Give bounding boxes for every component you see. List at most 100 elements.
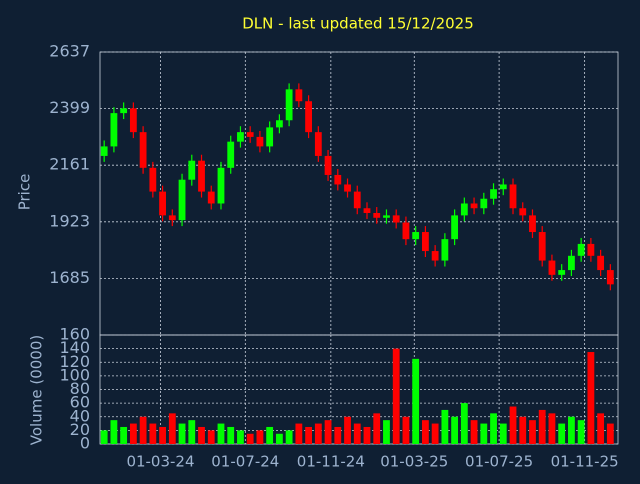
candle-body <box>421 232 429 252</box>
volume-bar <box>470 420 478 444</box>
volume-bar <box>392 348 400 444</box>
candle-body <box>120 108 128 114</box>
candle-body <box>597 255 605 271</box>
candle-body <box>334 174 342 185</box>
volume-bar <box>246 433 254 444</box>
candle-body <box>129 108 137 133</box>
candle-body <box>490 189 497 199</box>
volume-bar <box>480 423 488 444</box>
chart-title: DLN - last updated 15/12/2025 <box>242 15 474 33</box>
y-tick-label: 20 <box>70 420 90 439</box>
candle-body <box>499 184 507 190</box>
candle-body <box>412 232 420 240</box>
candle-body <box>198 160 205 192</box>
candle-body <box>577 243 585 256</box>
candle-body <box>178 179 186 221</box>
volume-bar <box>207 430 215 444</box>
y-tick-label: 40 <box>70 406 90 425</box>
volume-bar <box>324 420 332 444</box>
volume-bar <box>421 420 429 444</box>
candle-body <box>568 255 575 271</box>
candle-body <box>266 127 274 147</box>
candle-body <box>373 213 381 218</box>
volume-bar <box>529 420 536 444</box>
y-tick-label: 100 <box>59 365 90 384</box>
candle-body <box>519 208 527 216</box>
candle-body <box>587 243 595 256</box>
volume-bar <box>460 403 468 444</box>
volume-bar <box>577 420 585 444</box>
volume-bar <box>139 416 147 444</box>
candle-body <box>227 141 235 168</box>
candle-body <box>383 215 390 218</box>
x-tick-label: 01-03-25 <box>380 453 448 471</box>
candle-body <box>558 270 566 275</box>
volume-bar <box>568 416 575 444</box>
candle-body <box>168 215 176 221</box>
candle-body <box>441 239 449 261</box>
volume-bar <box>558 423 566 444</box>
volume-bar <box>451 416 459 444</box>
candle-body <box>363 208 371 214</box>
volume-bar <box>363 426 371 444</box>
volume-bar <box>295 423 303 444</box>
candle-body <box>256 136 264 147</box>
candle-body <box>451 215 459 240</box>
volume-bar <box>402 416 410 444</box>
volume-bar <box>314 423 322 444</box>
volume-bar <box>499 423 507 444</box>
volume-bar <box>490 413 497 444</box>
x-tick-label: 01-07-25 <box>465 453 533 471</box>
volume-bar <box>178 423 186 444</box>
volume-bar <box>606 423 614 444</box>
y-tick-label: 2637 <box>49 42 90 61</box>
volume-bar <box>237 430 244 444</box>
candle-body <box>100 146 108 156</box>
candle-body <box>548 260 556 275</box>
volume-bar <box>383 420 390 444</box>
candle-body <box>285 89 293 121</box>
volume-bar <box>227 426 235 444</box>
candle-body <box>509 184 517 209</box>
candle-body <box>275 120 283 128</box>
y-tick-label: 140 <box>59 338 90 357</box>
volume-bar <box>344 416 351 444</box>
volume-bar <box>431 423 439 444</box>
x-tick-label: 01-11-25 <box>551 453 619 471</box>
volume-bar <box>548 413 556 444</box>
volume-bar <box>159 426 166 444</box>
candle-body <box>295 89 303 102</box>
volume-bar <box>538 409 546 444</box>
candle-body <box>305 101 312 133</box>
volume-bar <box>353 423 361 444</box>
candle-body <box>324 155 332 175</box>
y-tick-label: 2161 <box>49 155 90 174</box>
volume-bar <box>441 409 449 444</box>
volume-bar <box>168 413 176 444</box>
volume-bar <box>285 430 293 444</box>
y-tick-label: 1685 <box>49 268 90 287</box>
y-tick-label: 60 <box>70 393 90 412</box>
volume-bar <box>217 423 225 444</box>
candle-body <box>529 215 536 233</box>
candle-body <box>480 198 488 209</box>
candle-body <box>110 113 118 147</box>
candle-body <box>460 203 468 216</box>
candle-body <box>470 203 478 209</box>
candle-body <box>344 184 351 192</box>
y-axis-label: Price <box>16 174 34 211</box>
y-tick-label: 120 <box>59 352 90 371</box>
y-tick-label: 1923 <box>49 211 90 230</box>
y-tick-label: 2399 <box>49 98 90 117</box>
volume-bar <box>110 420 118 444</box>
volume-bar <box>129 423 137 444</box>
candle-body <box>149 167 157 192</box>
x-tick-label: 01-03-24 <box>126 453 194 471</box>
y-tick-label: 160 <box>59 325 90 344</box>
volume-bar <box>334 426 342 444</box>
candle-body <box>246 132 254 137</box>
volume-bar <box>587 352 595 444</box>
candle-body <box>159 191 166 216</box>
candle-body <box>188 160 196 180</box>
